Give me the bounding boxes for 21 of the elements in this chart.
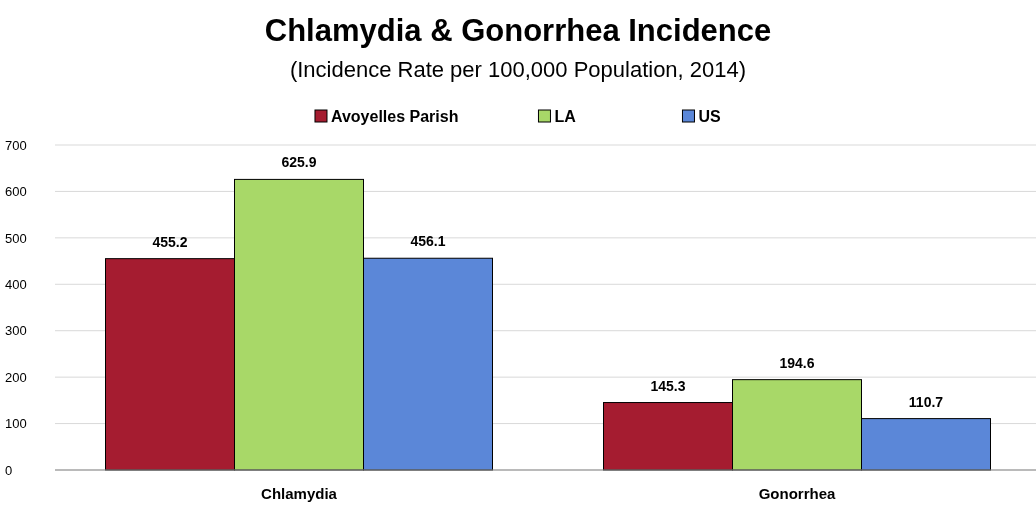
data-label: 194.6 <box>779 354 815 371</box>
y-tick-label: 700 <box>5 137 27 153</box>
x-tick-label: Chlamydia <box>261 484 338 502</box>
chart-subtitle: (Incidence Rate per 100,000 Population, 2014) <box>289 57 747 82</box>
legend-label: Avoyelles Parish <box>330 108 459 125</box>
data-label: 625.9 <box>281 154 317 171</box>
x-tick-label: Gonorrhea <box>758 484 836 502</box>
y-tick-label: 0 <box>5 462 13 478</box>
data-label: 456.1 <box>410 233 446 250</box>
data-label: 110.7 <box>908 393 944 410</box>
data-label: 455.2 <box>152 233 188 250</box>
legend-label: US <box>698 108 722 125</box>
data-label: 145.3 <box>650 377 686 394</box>
legend-label: LA <box>554 108 577 125</box>
y-tick-label: 100 <box>5 416 27 432</box>
y-tick-label: 300 <box>5 323 27 339</box>
y-tick-label: 600 <box>5 184 27 200</box>
y-tick-label: 200 <box>5 369 27 385</box>
y-tick-label: 400 <box>5 276 27 292</box>
y-tick-label: 500 <box>5 230 27 246</box>
chart-title: Chlamydia & Gonorrhea Incidence <box>264 13 772 48</box>
